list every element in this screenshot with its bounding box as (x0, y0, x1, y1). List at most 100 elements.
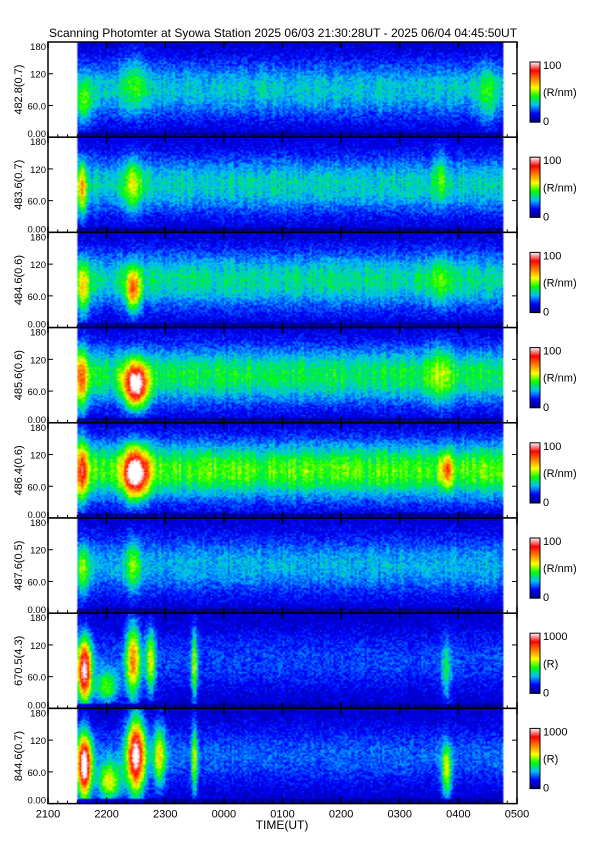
x-tick-label: 0000 (212, 809, 236, 821)
panel-ylabel: 484.6(0.6) (13, 255, 25, 305)
heatmap-image (48, 518, 517, 614)
colorbar-unit-label: (R) (543, 754, 558, 766)
colorbar-min-label: 0 (543, 116, 549, 128)
panel-5: 0.00 60.0 120 180 486.4(0.6) 100 (R/nm) 0 (13, 422, 577, 521)
heatmap-image (48, 327, 517, 423)
x-axis: 2100 2200 2300 0000 0100 0200 0300 0400 0500 (36, 809, 529, 821)
y-tick-label: 120 (30, 546, 46, 557)
y-tick-label: 180 (30, 42, 46, 53)
colorbar-unit-label: (R/nm) (543, 563, 577, 575)
y-tick-label: 180 (30, 708, 46, 719)
colorbar-min-label: 0 (543, 402, 549, 414)
y-tick-label: 0.00 (28, 224, 47, 235)
y-tick-label: 120 (30, 70, 46, 81)
x-tick-label: 0200 (329, 809, 353, 821)
colorbar (529, 537, 541, 599)
y-tick-label: 0.00 (28, 415, 47, 426)
y-tick-label: 180 (30, 423, 46, 434)
heatmap-image (48, 708, 517, 804)
heatmap-image (48, 137, 517, 233)
colorbar (529, 251, 541, 314)
colorbar-min-label: 0 (543, 687, 549, 699)
panel-1: 0.00 60.0 120 180 482.8(0.7) 100 (R/nm) 0 (13, 41, 577, 140)
colorbar-min-label: 0 (543, 497, 549, 509)
figure-title: Scanning Photomter at Syowa Station 2025… (49, 26, 518, 40)
y-tick-label: 0.00 (28, 700, 47, 711)
colorbar-min-label: 0 (543, 211, 549, 223)
y-tick-label: 60.0 (28, 387, 47, 398)
y-tick-label: 180 (30, 232, 46, 243)
panel-7: 0.00 60.0 120 180 670.5(4.3) 1000 (R) 0 (13, 612, 567, 711)
y-tick-label: 120 (30, 165, 46, 176)
y-tick-label: 0.00 (28, 320, 47, 331)
heatmap-image (48, 422, 517, 518)
y-tick-label: 0.00 (28, 129, 47, 140)
y-tick-label: 0.00 (28, 510, 47, 521)
x-tick-label: 0100 (270, 809, 294, 821)
x-tick-label: 0500 (505, 809, 529, 821)
panel-ylabel: 482.8(0.7) (13, 65, 25, 115)
x-axis-label: TIME(UT) (256, 818, 309, 832)
heatmap-image (48, 613, 517, 709)
panel-3: 0.00 60.0 120 180 484.6(0.6) 100 (R/nm) 0 (13, 231, 577, 331)
y-tick-label: 60.0 (28, 197, 47, 208)
y-tick-label: 0.00 (28, 796, 47, 807)
heatmap-image (48, 42, 517, 138)
colorbar (529, 347, 541, 409)
colorbar (529, 632, 541, 694)
y-tick-label: 60.0 (28, 673, 47, 684)
colorbar (529, 442, 541, 504)
y-tick-label: 60.0 (28, 101, 47, 112)
y-tick-label: 120 (30, 260, 46, 271)
colorbar-min-label: 0 (543, 592, 549, 604)
colorbar-max-label: 1000 (543, 726, 567, 738)
panel-ylabel: 670.5(4.3) (13, 636, 25, 686)
colorbar-max-label: 100 (543, 441, 561, 453)
x-tick-label: 2200 (94, 809, 118, 821)
y-tick-label: 120 (30, 451, 46, 462)
colorbar-max-label: 100 (543, 155, 561, 167)
panel-4: 0.00 60.0 120 180 485.6(0.6) 100 (R/nm) 0 (13, 326, 577, 426)
colorbar-max-label: 100 (543, 250, 561, 262)
panel-2: 0.00 60.0 120 180 483.6(0.7) 100 (R/nm) 0 (13, 136, 577, 235)
panel-ylabel: 486.4(0.6) (13, 445, 25, 495)
x-tick-label: 0300 (388, 809, 412, 821)
y-tick-label: 60.0 (28, 768, 47, 779)
colorbar-max-label: 100 (543, 536, 561, 548)
y-tick-label: 120 (30, 641, 46, 652)
colorbar-max-label: 100 (543, 346, 561, 358)
y-tick-label: 60.0 (28, 577, 47, 588)
heatmap-image (48, 232, 517, 328)
panel-6: 0.00 60.0 120 180 487.6(0.5) 100 (R/nm) 0 (13, 517, 577, 616)
colorbar (529, 61, 541, 123)
y-tick-label: 180 (30, 328, 46, 339)
panel-8: 0.00 60.0 120 180 844.6(0.7) 1000 (R) 0 (13, 707, 567, 807)
x-tick-label: 2100 (36, 809, 60, 821)
y-tick-label: 60.0 (28, 292, 47, 303)
y-tick-label: 180 (30, 518, 46, 529)
colorbar-min-label: 0 (543, 307, 549, 319)
y-tick-label: 180 (30, 613, 46, 624)
colorbar-unit-label: (R/nm) (543, 87, 577, 99)
colorbar-max-label: 100 (543, 60, 561, 72)
panel-ylabel: 483.6(0.7) (13, 160, 25, 210)
colorbar-min-label: 0 (543, 783, 549, 795)
y-tick-label: 180 (30, 137, 46, 148)
colorbar (529, 727, 541, 790)
colorbar-unit-label: (R/nm) (543, 468, 577, 480)
x-tick-label: 2300 (153, 809, 177, 821)
colorbar-unit-label: (R) (543, 658, 558, 670)
y-tick-label: 0.00 (28, 605, 47, 616)
panel-ylabel: 485.6(0.6) (13, 350, 25, 400)
colorbar (529, 156, 541, 218)
panel-ylabel: 487.6(0.5) (13, 541, 25, 591)
colorbar-max-label: 1000 (543, 631, 567, 643)
y-tick-label: 120 (30, 736, 46, 747)
colorbar-unit-label: (R/nm) (543, 373, 577, 385)
panel-ylabel: 844.6(0.7) (13, 731, 25, 781)
panels: 0.00 60.0 120 180 482.8(0.7) 100 (R/nm) 0 0.00 60… (13, 41, 577, 807)
colorbar-unit-label: (R/nm) (543, 182, 577, 194)
y-tick-label: 120 (30, 355, 46, 366)
x-tick-label: 0400 (446, 809, 470, 821)
